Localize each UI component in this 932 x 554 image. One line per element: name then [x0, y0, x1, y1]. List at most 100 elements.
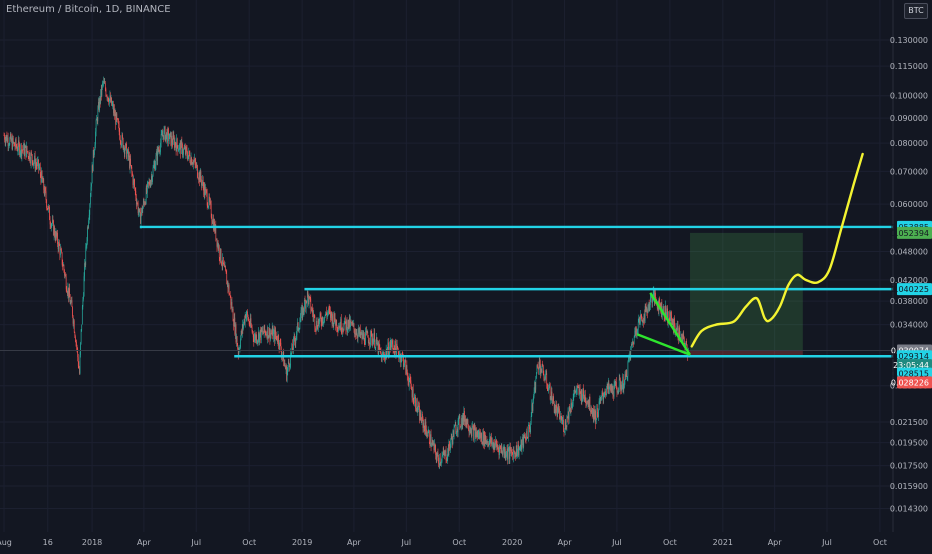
candle-body: [148, 181, 150, 184]
candle-body: [511, 452, 513, 454]
candle-body: [490, 437, 492, 443]
candle-body: [262, 330, 264, 334]
candle-body: [391, 340, 393, 344]
candle-body: [150, 180, 152, 187]
candle-body: [296, 326, 298, 336]
candle-body: [207, 206, 209, 208]
candle-body: [509, 447, 511, 459]
candle-body: [5, 138, 7, 143]
candle-body: [176, 138, 178, 146]
candle-body: [302, 306, 304, 312]
candle-body: [145, 202, 146, 204]
x-tick-label: Jul: [821, 538, 832, 547]
candle-body: [141, 208, 143, 213]
candle-body: [389, 341, 391, 347]
candle-body: [556, 408, 558, 417]
candle-body: [122, 134, 123, 139]
candle-body: [127, 149, 129, 153]
candle-body: [643, 314, 645, 323]
candle-body: [254, 334, 256, 339]
candle-body: [45, 187, 46, 192]
candle-body: [243, 319, 245, 324]
candle-body: [408, 380, 410, 386]
candle-body: [453, 427, 455, 437]
candle-body: [379, 348, 381, 349]
candle-body: [452, 430, 454, 445]
candle-body: [590, 409, 592, 413]
candle-body: [489, 436, 491, 443]
candle-body: [270, 333, 272, 335]
candle-body: [158, 149, 160, 152]
candle-body: [366, 331, 368, 333]
candle-body: [167, 129, 169, 131]
candle-body: [184, 147, 186, 149]
candle-body: [136, 198, 137, 205]
candle-body: [79, 368, 80, 374]
candle-body: [238, 349, 240, 355]
candle-body: [414, 396, 416, 398]
candle-body: [320, 313, 321, 317]
wedge-line: [636, 333, 691, 356]
candle-body: [353, 323, 355, 329]
candle-body: [377, 342, 378, 345]
candle-body: [329, 310, 331, 318]
candle-body: [408, 381, 409, 386]
candle-body: [427, 431, 429, 436]
candle-body: [569, 406, 571, 412]
candle-body: [237, 348, 239, 355]
candle-body: [241, 331, 243, 334]
candle-body: [417, 409, 419, 411]
candle-body: [526, 431, 528, 438]
candle-body: [167, 129, 168, 143]
candle-body: [35, 163, 37, 165]
candle-body: [79, 355, 81, 374]
candle-body: [71, 300, 73, 307]
candle-body: [291, 343, 293, 353]
candle-body: [252, 331, 254, 338]
candle-body: [56, 231, 57, 237]
candle-body: [189, 154, 191, 162]
candle-body: [33, 161, 35, 163]
candle-body: [183, 148, 184, 154]
candle-body: [3, 135, 5, 137]
candle-body: [463, 411, 465, 422]
candle-body: [27, 151, 28, 153]
candle-body: [558, 407, 560, 409]
candle-body: [187, 155, 189, 161]
candle-body: [172, 135, 174, 145]
candle-body: [49, 207, 50, 220]
candle-body: [303, 311, 305, 313]
candle-body: [252, 331, 253, 333]
candle-body: [546, 384, 548, 388]
candle-body: [153, 163, 155, 166]
candle-body: [40, 174, 42, 183]
y-tick-label: 0.017500: [890, 462, 928, 471]
x-tick-label: Apr: [137, 538, 152, 547]
candle-body: [363, 333, 365, 339]
candle-body: [557, 408, 559, 417]
candle-body: [7, 137, 9, 146]
candle-body: [149, 181, 150, 185]
candle-body: [127, 149, 129, 157]
candle-body: [99, 97, 101, 103]
candle-body: [142, 207, 144, 213]
currency-badge[interactable]: BTC: [904, 3, 928, 19]
candle-body: [147, 182, 149, 184]
candle-body: [319, 313, 321, 319]
candle-body: [652, 291, 654, 299]
candle-body: [22, 149, 23, 151]
candle-body: [583, 388, 584, 397]
candle-body: [75, 336, 76, 342]
candle-body: [126, 143, 127, 159]
candle-body: [111, 97, 112, 106]
candle-body: [480, 432, 481, 438]
candle-body: [169, 132, 171, 134]
candle-body: [115, 113, 117, 125]
candle-body: [273, 329, 275, 332]
candle-body: [191, 157, 192, 165]
candle-body: [151, 176, 152, 181]
candle-body: [451, 438, 453, 445]
candle-body: [392, 340, 393, 345]
